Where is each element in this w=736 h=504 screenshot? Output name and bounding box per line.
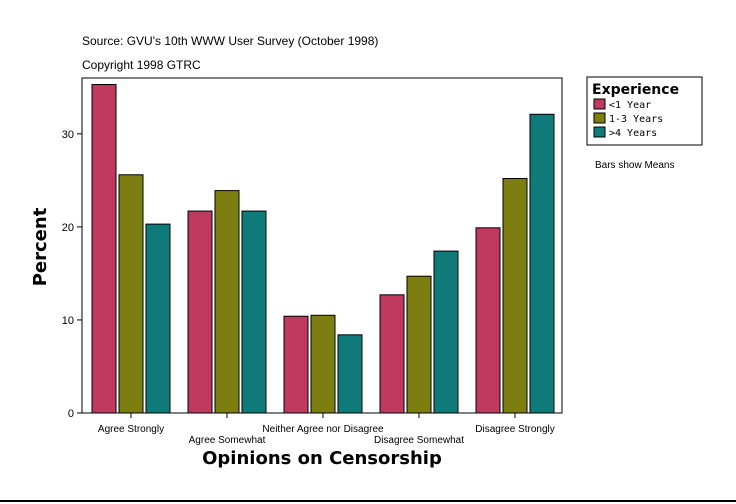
bars-group (91, 84, 555, 414)
x-axis-label: Opinions on Censorship (202, 448, 442, 469)
bar (187, 210, 213, 414)
bar (241, 210, 267, 414)
bar (118, 174, 144, 414)
legend: Experience <1 Year 1-3 Years >4 Years (586, 76, 703, 146)
x-tick-label: Neither Agree nor Disagree (262, 424, 384, 435)
legend-label: 1-3 Years (609, 114, 663, 125)
chart-note: Bars show Means (595, 160, 674, 171)
bar (283, 315, 309, 414)
bar (379, 294, 405, 414)
x-tick-label: Agree Strongly (98, 424, 164, 435)
bar (145, 223, 171, 414)
chart-copyright-line: Copyright 1998 GTRC (82, 58, 201, 72)
y-tick-label: 30 (62, 129, 74, 141)
bar (406, 275, 432, 414)
x-tick-label: Disagree Strongly (475, 424, 554, 435)
bottom-divider (0, 500, 736, 502)
legend-swatch (593, 126, 606, 138)
legend-swatch (593, 112, 606, 124)
bar (433, 250, 459, 414)
legend-label: <1 Year (609, 100, 651, 111)
x-tick-label: Agree Somewhat (189, 435, 266, 446)
x-tick-label: Disagree Somewhat (374, 435, 464, 446)
chart-source-line: Source: GVU's 10th WWW User Survey (Octo… (82, 34, 378, 48)
bar (475, 227, 501, 414)
y-tick-label: 20 (62, 222, 74, 234)
bar (310, 314, 336, 414)
bar (529, 113, 555, 414)
y-tick-label: 10 (62, 315, 74, 327)
y-axis: 0 10 20 30 (62, 129, 82, 420)
y-axis-label: Percent (30, 207, 51, 286)
legend-items: <1 Year 1-3 Years >4 Years (593, 98, 663, 139)
legend-swatch (593, 98, 606, 110)
legend-box (586, 76, 703, 146)
bar (91, 84, 117, 414)
bar (337, 334, 363, 414)
legend-label: >4 Years (609, 128, 657, 139)
legend-title: Experience (592, 82, 679, 98)
bar (502, 178, 528, 414)
bar (214, 190, 240, 414)
y-tick-label: 0 (68, 408, 74, 420)
